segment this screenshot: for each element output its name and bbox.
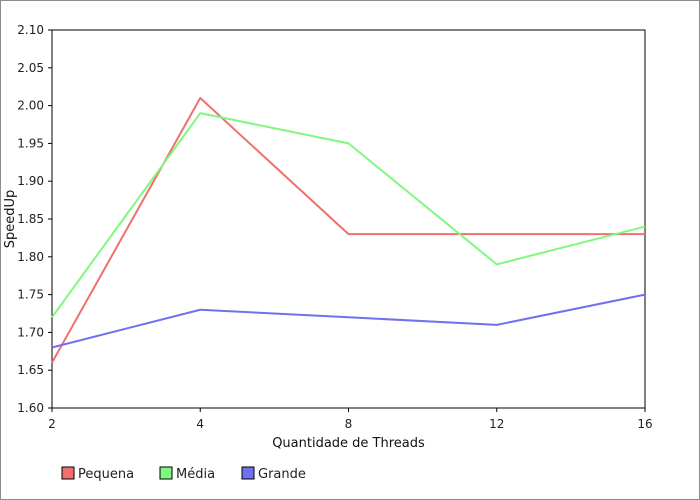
plot-area xyxy=(51,29,646,409)
y-axis: 1.60 1.65 1.70 1.75 1.80 1.85 1.90 1.95 2.00 2.05… xyxy=(17,23,52,415)
y-tick-label: 1.95 xyxy=(17,136,44,150)
y-tick-label: 1.75 xyxy=(17,288,44,302)
x-tick-label: 16 xyxy=(637,417,652,431)
y-axis-title: SpeedUp xyxy=(3,190,18,249)
plot-border xyxy=(51,29,646,409)
y-tick-label: 1.60 xyxy=(17,401,44,415)
y-tick-label: 1.85 xyxy=(17,212,44,226)
y-tick-label: 2.00 xyxy=(17,99,44,113)
x-axis-title: Quantidade de Threads xyxy=(272,436,425,451)
legend: Pequena Média Grande xyxy=(61,466,306,482)
x-tick-label: 8 xyxy=(345,417,353,431)
y-tick-label: 1.80 xyxy=(17,250,44,264)
y-tick-label: 2.10 xyxy=(17,23,44,37)
series-line-1 xyxy=(51,97,645,364)
legend-label: Pequena xyxy=(78,467,134,482)
y-tick-label: 2.05 xyxy=(17,61,44,75)
x-axis: 2 4 8 12 16 xyxy=(48,408,653,431)
series-line-2 xyxy=(51,112,646,318)
legend-swatch xyxy=(241,466,255,480)
legend-swatch xyxy=(61,466,75,480)
y-tick-label: 1.70 xyxy=(17,325,44,339)
x-tick-label: 4 xyxy=(196,417,204,431)
series-layer xyxy=(51,97,646,364)
x-tick-label: 12 xyxy=(489,417,504,431)
legend-swatch xyxy=(159,466,173,480)
y-tick-label: 1.65 xyxy=(17,363,44,377)
legend-label: Grande xyxy=(258,467,306,482)
legend-label: Média xyxy=(176,467,215,482)
y-tick-label: 1.90 xyxy=(17,174,44,188)
series-line-3 xyxy=(51,293,646,349)
x-tick-label: 2 xyxy=(48,417,56,431)
